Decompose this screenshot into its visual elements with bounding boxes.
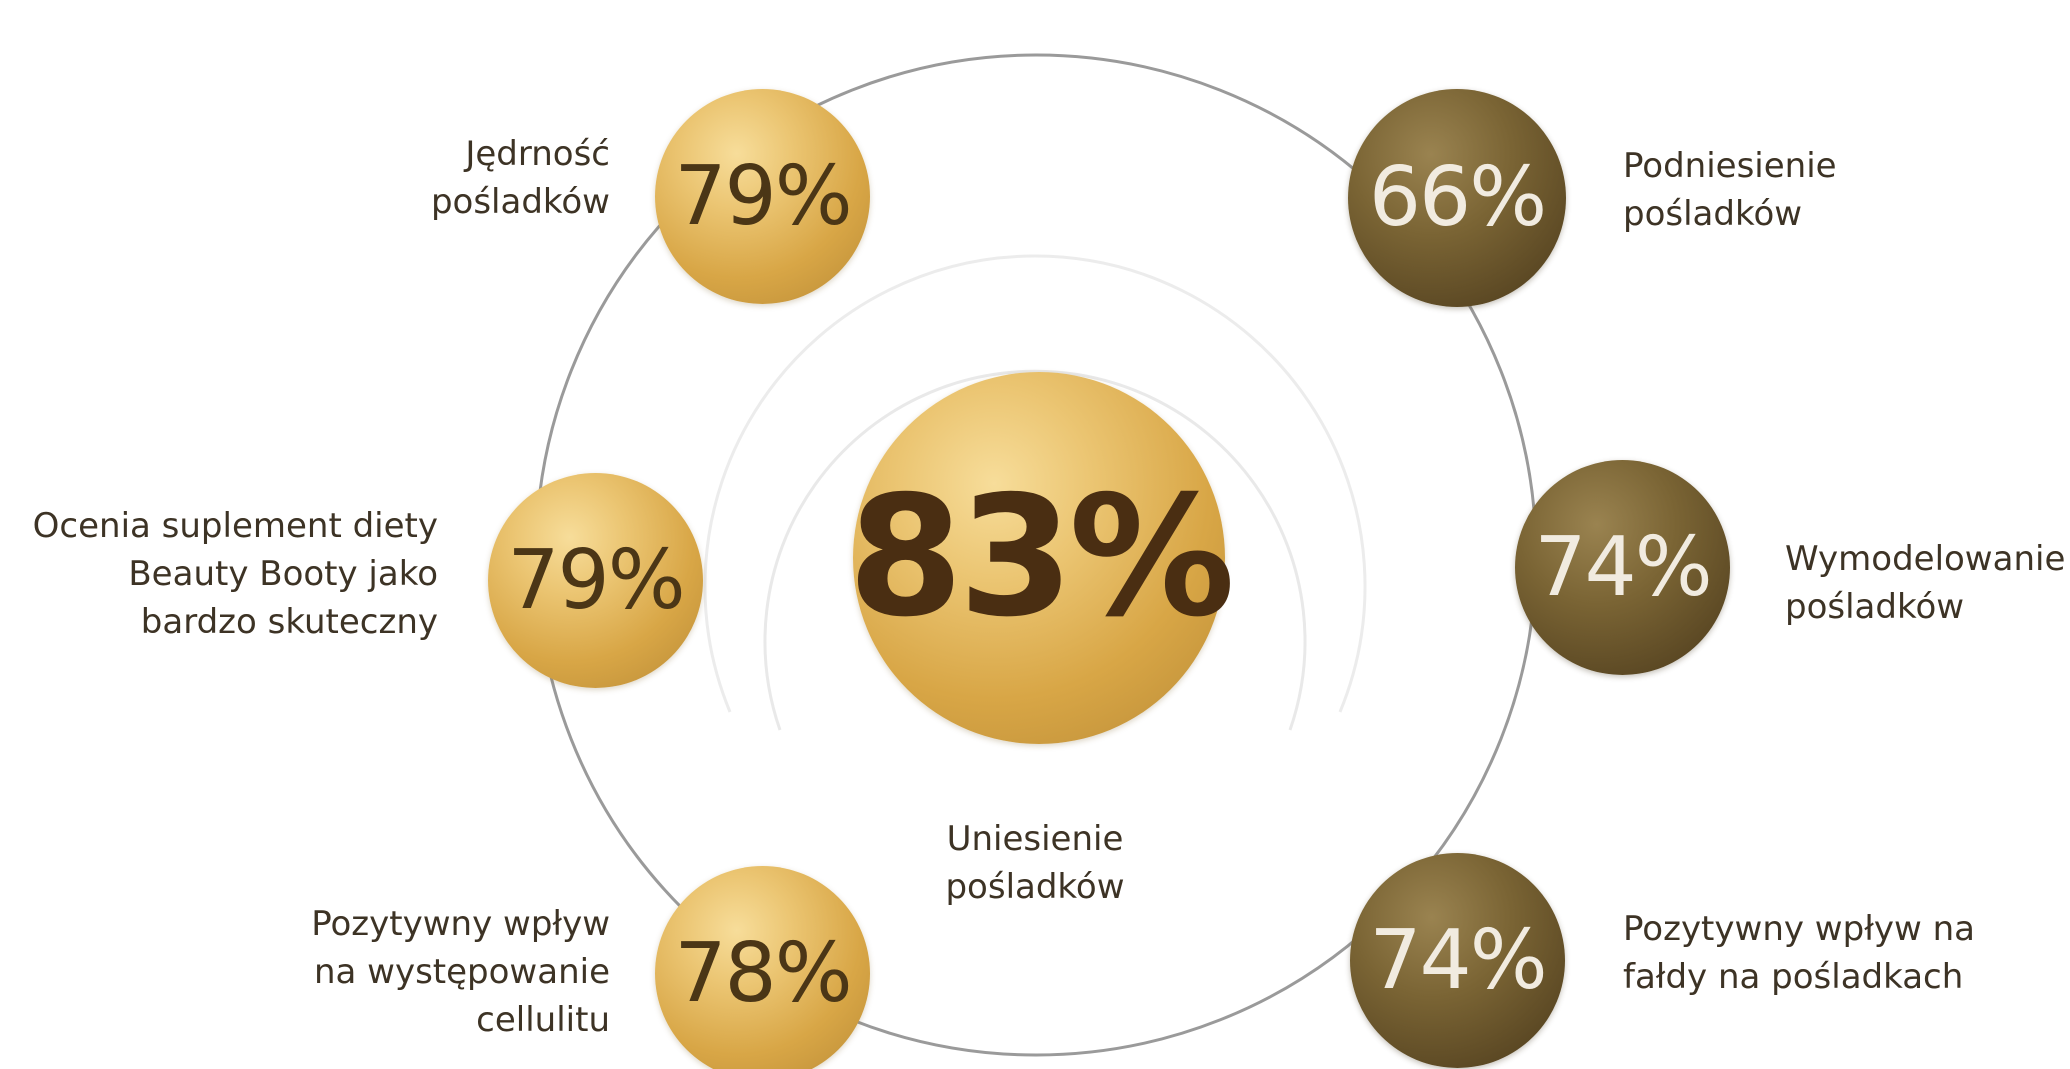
label-modeling: Wymodelowanie pośladków	[1785, 539, 2066, 627]
bubble-cellulite-value: 78%	[674, 925, 852, 1021]
bubble-cellulite: 78%	[655, 866, 870, 1069]
bubble-modeling: 74%	[1515, 460, 1730, 675]
center-bubble: 83%	[848, 372, 1235, 744]
bubble-lift: 66%	[1348, 89, 1566, 307]
bubble-firmness-value: 79%	[674, 148, 852, 244]
bubble-effectiveness-value: 79%	[507, 532, 685, 628]
bubble-modeling-value: 74%	[1534, 519, 1712, 615]
bubble-lift-value: 66%	[1368, 150, 1547, 245]
bubble-folds-value: 74%	[1369, 912, 1547, 1008]
label-cellulite: Pozytywny wpływ na występowanie cellulit…	[311, 904, 610, 1040]
center-percentage: 83%	[847, 461, 1235, 654]
bubble-folds: 74%	[1350, 853, 1565, 1068]
bubble-effectiveness: 79%	[488, 473, 703, 688]
label-effectiveness: Ocenia suplement diety Beauty Booty jako…	[32, 506, 438, 642]
inner-ring-arc	[763, 369, 1307, 731]
label-folds: Pozytywny wpływ na fałdy na pośladkach	[1623, 909, 1975, 997]
middle-ring-arc	[703, 254, 1367, 713]
bubble-firmness: 79%	[655, 89, 870, 304]
label-firmness: Jędrność pośladków	[430, 134, 610, 222]
label-lift: Podniesienie pośladków	[1623, 146, 1837, 234]
center-label: Uniesienie pośladków	[945, 819, 1125, 907]
